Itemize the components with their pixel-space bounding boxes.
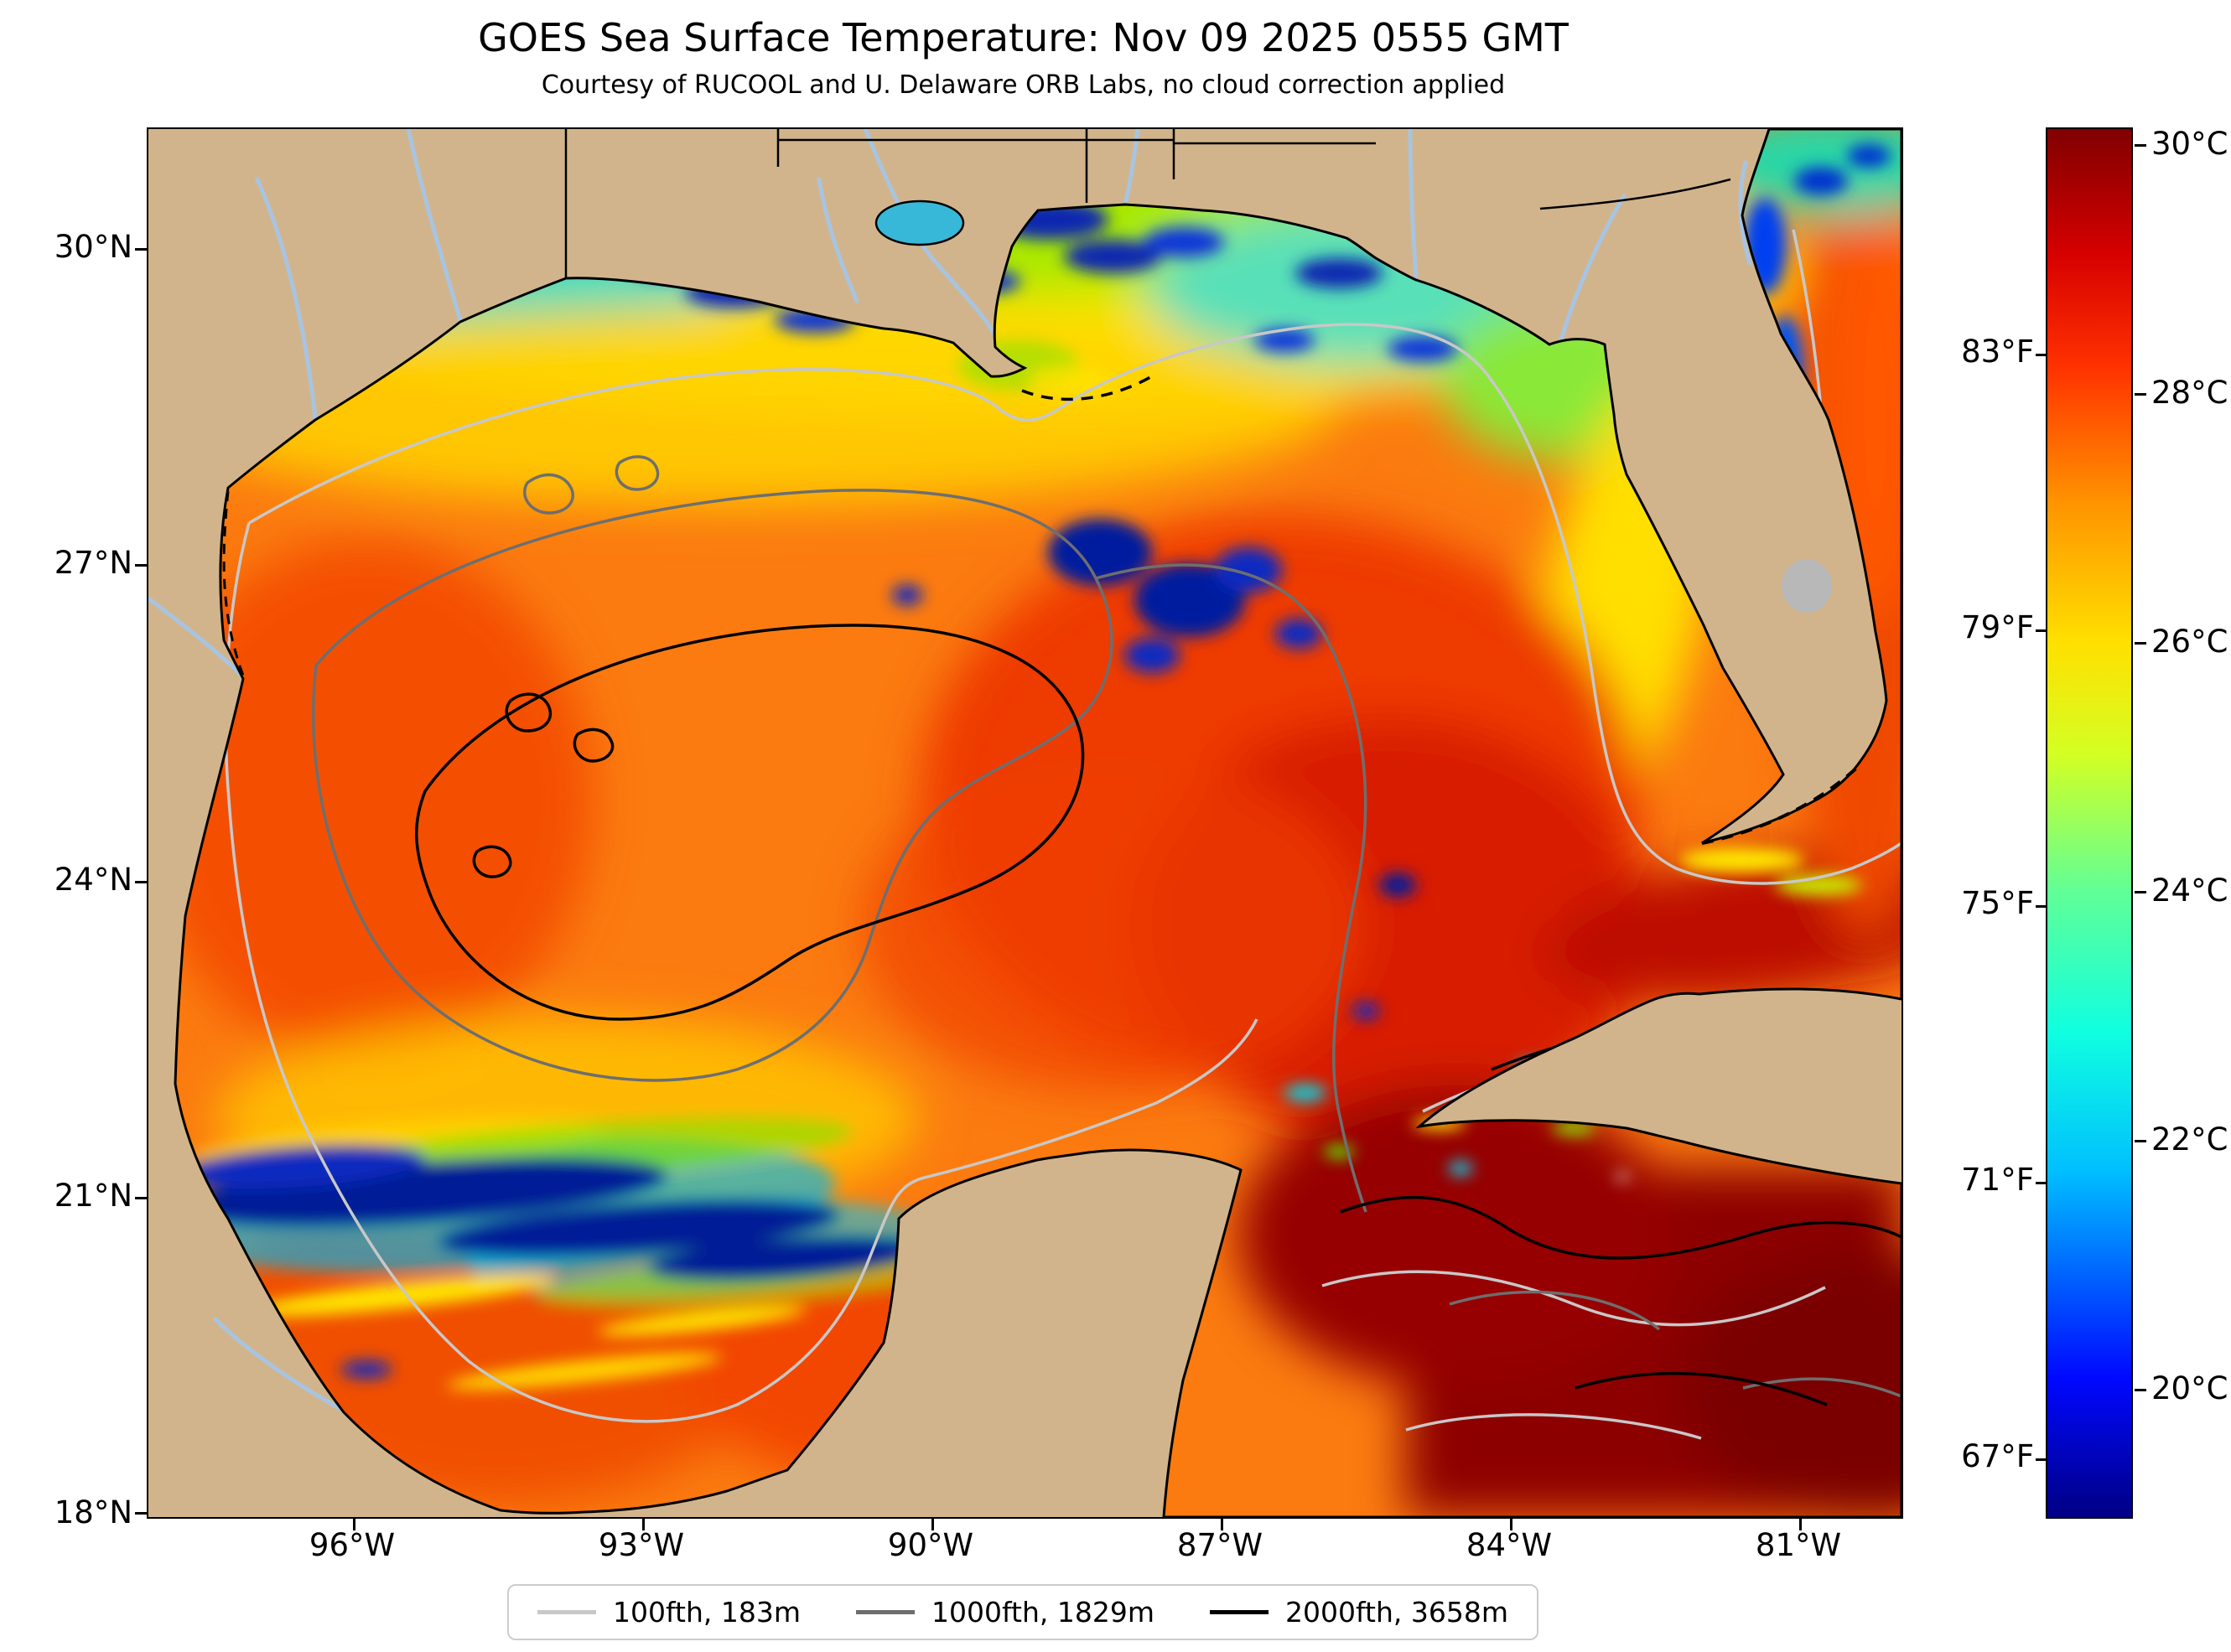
colorbar-tick [2135,144,2146,147]
y-tick-mark [135,1512,147,1515]
legend-item-label: 2000fth, 3658m [1285,1596,1508,1629]
x-tick-mark [1221,1519,1223,1530]
colorbar-label-c: 24°C [2151,873,2228,909]
colorbar-tick [2135,891,2146,893]
y-tick-mark [135,248,147,251]
x-tick-mark [353,1519,355,1530]
xtick-label: 90°W [887,1527,974,1563]
sst-field-detail [175,144,1891,1390]
legend-line-swatch-2000fth [1210,1610,1269,1614]
legend-line-swatch-1000fth [856,1610,916,1614]
ytick-label: 27°N [54,545,132,581]
colorbar-tick [2036,1182,2047,1184]
colorbar-label-f: 71°F [1961,1162,2034,1198]
colorbar-label-c: 26°C [2151,624,2228,660]
x-tick-mark [1510,1519,1512,1530]
colorbar-tick [2135,393,2146,396]
legend: 100fth, 183m 1000fth, 1829m 2000fth, 365… [507,1584,1538,1640]
colorbar-tick [2135,642,2146,645]
colorbar-tick [2036,1458,2047,1461]
legend-line-swatch-100fth [537,1610,597,1614]
legend-item-label: 100fth, 183m [613,1596,802,1629]
lake-pontchartrain [874,199,965,246]
x-tick-mark [642,1519,645,1530]
florida-keys-dashed [1701,762,1863,845]
x-tick-mark [931,1519,934,1530]
legend-item: 2000fth, 3658m [1210,1596,1508,1629]
colorbar-gradient [2047,129,2131,1517]
x-tick-mark [1799,1519,1802,1530]
colorbar-label-f: 75°F [1961,885,2034,921]
legend-item: 1000fth, 1829m [856,1596,1154,1629]
gulf-map-svg [148,129,1902,1517]
colorbar-label-f: 67°F [1961,1438,2034,1474]
xtick-label: 81°W [1755,1527,1842,1563]
sst-map [135,127,1903,1530]
xtick-label: 96°W [309,1527,396,1563]
ytick-label: 18°N [54,1494,132,1530]
legend-item-label: 1000fth, 1829m [931,1596,1154,1629]
xtick-label: 84°W [1466,1527,1553,1563]
colorbar-label-c: 28°C [2151,375,2228,411]
ytick-label: 30°N [54,229,132,265]
y-tick-mark [135,564,147,567]
state-boundary-lines [564,129,1731,278]
colorbar-label-f: 83°F [1961,334,2034,370]
colorbar [2036,127,2146,1519]
xtick-label: 87°W [1176,1527,1263,1563]
colorbar-label-f: 79°F [1961,609,2034,645]
colorbar-label-c: 30°C [2151,126,2228,162]
colorbar-tick [2135,1140,2146,1142]
y-tick-mark [135,881,147,883]
lake-okeechobee [1782,559,1832,613]
dashed-coast-features [222,490,1863,845]
y-tick-mark [135,1197,147,1199]
ytick-label: 21°N [54,1178,132,1214]
ytick-label: 24°N [54,862,132,898]
colorbar-tick [2036,905,2047,908]
colorbar-tick [2036,354,2047,356]
river-lines [148,129,1752,1413]
figure-title: GOES Sea Surface Temperature: Nov 09 202… [478,15,1569,60]
contour-1000fth [312,455,1902,1398]
colorbar-label-c: 20°C [2151,1370,2228,1406]
legend-item: 100fth, 183m [537,1596,801,1629]
xtick-label: 93°W [598,1527,685,1563]
figure-subtitle: Courtesy of RUCOOL and U. Delaware ORB L… [541,70,1506,100]
colorbar-label-c: 22°C [2151,1121,2228,1157]
colorbar-tick [2036,629,2047,632]
colorbar-tick [2135,1389,2146,1391]
